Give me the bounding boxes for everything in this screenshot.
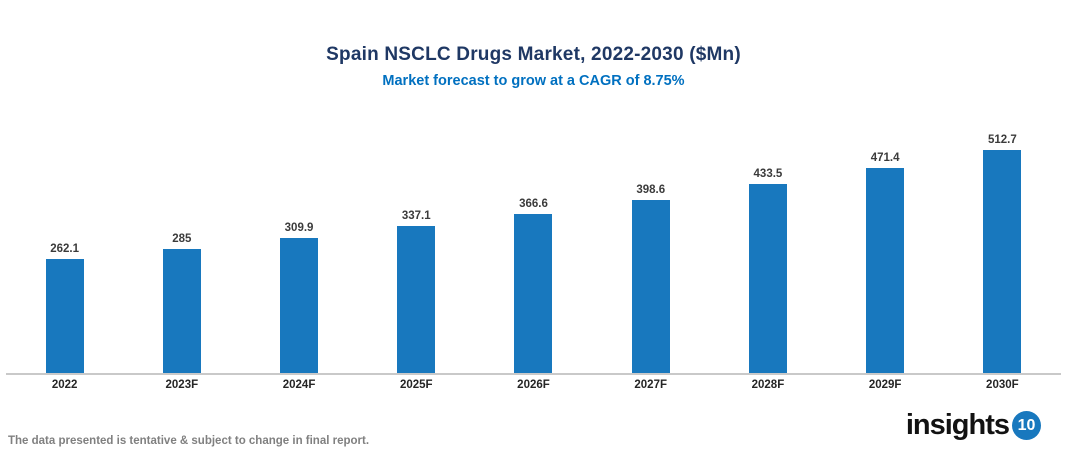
x-tick-label: 2029F (868, 379, 902, 391)
bar (397, 226, 436, 373)
x-tick-label: 2030F (986, 379, 1019, 391)
disclaimer-text: The data presented is tentative & subjec… (8, 435, 370, 447)
bar-group: 471.4 (827, 152, 944, 373)
bar (748, 184, 787, 373)
bar-group: 285 (123, 233, 240, 373)
bar (983, 150, 1022, 373)
x-axis-labels: 2022 2023F 2024F 2025F 2026F 2027F 2028F 2029F 2… (6, 379, 1061, 391)
x-tick-label: 2024F (282, 379, 316, 391)
bar-value-label: 433.5 (753, 168, 783, 180)
bar (631, 200, 670, 373)
bar (45, 259, 84, 373)
x-axis-line (6, 373, 1061, 375)
bar-value-label: 309.9 (284, 222, 314, 234)
bar (514, 214, 553, 373)
bar (162, 249, 201, 373)
bar (866, 168, 905, 373)
x-tick-label: 2026F (517, 379, 550, 391)
bar (280, 238, 319, 373)
bar-value-label: 337.1 (401, 210, 431, 222)
x-tick-label: 2023F (165, 379, 199, 391)
bar-value-label: 262.1 (50, 243, 79, 255)
logo-wordmark: insights (905, 409, 1010, 441)
bar-value-label: 512.7 (987, 134, 1017, 146)
bar-group: 262.1 (6, 243, 123, 373)
chart-subtitle: Market forecast to grow at a CAGR of 8.7… (382, 73, 685, 89)
x-tick-label: 2027F (634, 379, 667, 391)
bar-group: 366.6 (475, 198, 592, 373)
chart-header: Spain NSCLC Drugs Market, 2022-2030 ($Mn… (0, 44, 1067, 89)
bar-series: 262.1 285 309.9 337.1 366.6 398.6 433.5 471.4 51… (6, 128, 1061, 373)
x-tick-label: 2025F (399, 379, 433, 391)
chart-title: Spain NSCLC Drugs Market, 2022-2030 ($Mn… (326, 44, 741, 65)
bar-value-label: 285 (172, 233, 192, 245)
logo-number-badge: 10 (1012, 411, 1041, 440)
bar-group: 512.7 (944, 134, 1061, 373)
plot-area: 262.1 285 309.9 337.1 366.6 398.6 433.5 471.4 51… (6, 128, 1061, 375)
x-tick-label: 2028F (751, 379, 785, 391)
bar-value-label: 471.4 (870, 152, 900, 164)
bar-group: 309.9 (240, 222, 357, 373)
bar-value-label: 398.6 (636, 184, 666, 196)
insights10-logo: insights 10 (906, 409, 1041, 442)
bar-group: 398.6 (592, 184, 709, 373)
bar-value-label: 366.6 (519, 198, 548, 210)
bar-group: 337.1 (358, 210, 475, 373)
bar-group: 433.5 (709, 168, 826, 373)
x-tick-label: 2022 (51, 379, 78, 391)
